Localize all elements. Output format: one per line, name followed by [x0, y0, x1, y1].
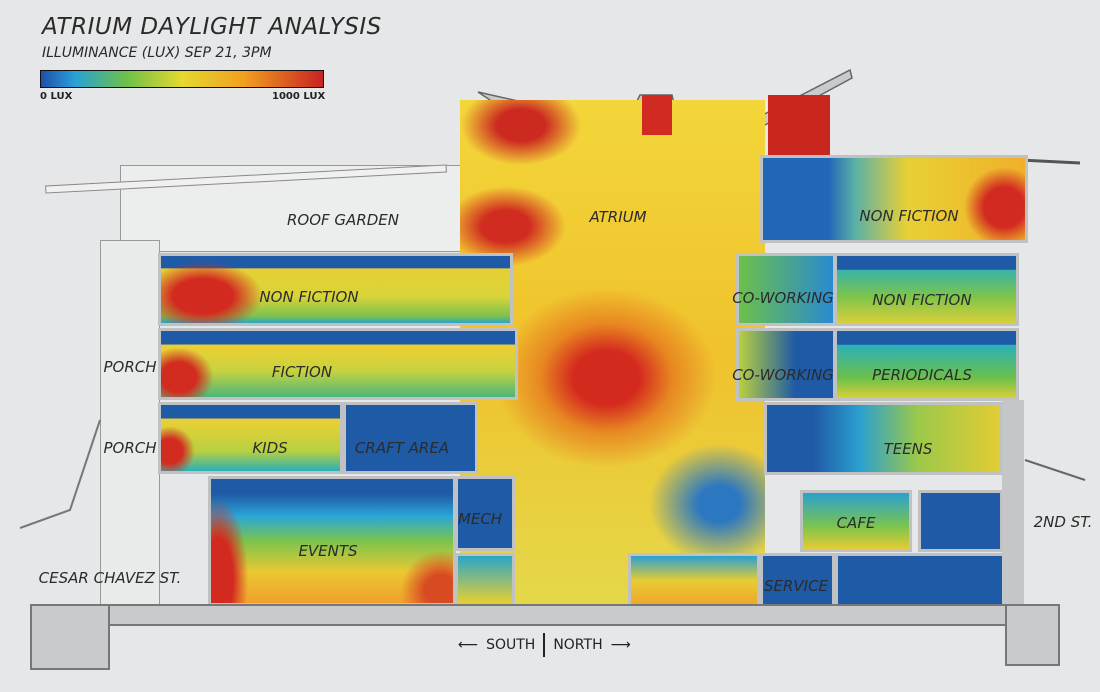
left-facade	[100, 240, 160, 607]
orientation-indicator: ⟵ SOUTH NORTH ⟶	[458, 633, 631, 657]
arrow-right-icon: ⟶	[610, 637, 631, 653]
ground-slab	[30, 604, 1060, 626]
label-craft-area: CRAFT AREA	[354, 439, 450, 457]
foundation-right	[1005, 604, 1060, 666]
diagram-subtitle: ILLUMINANCE (LUX) SEP 21, 3PM	[42, 45, 272, 61]
room-storage	[918, 490, 1003, 552]
divider	[543, 633, 546, 657]
label-events: EVENTS	[298, 542, 358, 560]
room-periodicals	[834, 328, 1019, 401]
label-nonfiction-left: NON FICTION	[259, 288, 359, 306]
label-kids: KIDS	[252, 439, 288, 457]
label-cesar-chavez-st: CESAR CHAVEZ ST.	[38, 569, 182, 587]
arrow-left-icon: ⟵	[458, 637, 479, 653]
label-cafe: CAFE	[836, 514, 876, 532]
room-service-side	[835, 553, 1005, 608]
room-nonfiction-right	[834, 253, 1019, 326]
room-nonfiction-left	[158, 253, 513, 326]
label-roof-garden: ROOF GARDEN	[287, 211, 399, 229]
right-wall	[1002, 400, 1024, 610]
room-mech	[455, 476, 515, 551]
color-scale-bar	[40, 70, 324, 88]
legend-min-label: 0 LUX	[40, 91, 73, 102]
room-events	[208, 476, 456, 606]
label-2nd-st: 2ND ST.	[1033, 513, 1093, 531]
room-mech-lower	[455, 553, 515, 606]
atrium-chimney-hotspot	[642, 95, 672, 135]
label-coworking-1: CO-WORKING	[732, 289, 834, 307]
room-kids	[158, 402, 343, 474]
label-periodicals: PERIODICALS	[872, 366, 972, 384]
room-fiction	[158, 328, 518, 400]
foundation-left	[30, 604, 110, 670]
room-craft-area	[343, 402, 478, 474]
north-label: NORTH	[553, 637, 603, 653]
label-nonfiction-top-right: NON FICTION	[859, 207, 959, 225]
label-porch-2: PORCH	[103, 439, 157, 457]
top-right-hotspot	[768, 95, 830, 155]
legend-max-label: 1000 LUX	[272, 91, 326, 102]
label-atrium: ATRIUM	[589, 208, 647, 226]
room-cafe	[800, 490, 912, 552]
room-teens	[764, 402, 1002, 475]
label-coworking-2: CO-WORKING	[732, 366, 834, 384]
label-porch-1: PORCH	[103, 358, 157, 376]
label-fiction: FICTION	[271, 363, 333, 381]
label-teens: TEENS	[883, 440, 933, 458]
room-lower-center	[628, 553, 760, 608]
room-nonfiction-top-right	[760, 155, 1028, 243]
label-service: SERVICE	[763, 577, 829, 595]
room-coworking-1	[736, 253, 836, 326]
label-mech: MECH	[457, 510, 503, 528]
room-coworking-2	[736, 328, 836, 401]
south-label: SOUTH	[486, 637, 536, 653]
diagram-title: ATRIUM DAYLIGHT ANALYSIS	[42, 14, 382, 40]
label-nonfiction-right: NON FICTION	[872, 291, 972, 309]
